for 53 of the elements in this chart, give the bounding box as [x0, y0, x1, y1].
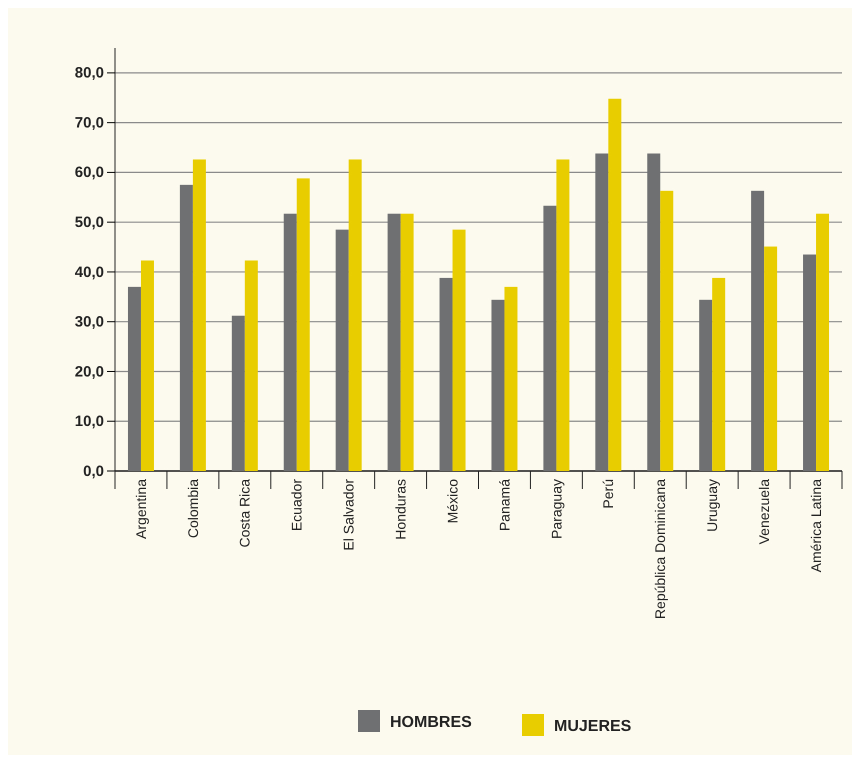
bar: [348, 159, 362, 471]
x-tick-label: Colombia: [184, 478, 201, 538]
bar: [764, 246, 778, 471]
bar: [180, 184, 193, 471]
x-tick-label: América Latina: [808, 478, 824, 572]
bar: [388, 214, 401, 471]
bar: [440, 278, 453, 471]
bar: [608, 98, 622, 471]
bar: [232, 316, 245, 471]
x-tick-label: Ecuador: [288, 478, 305, 532]
bar: [504, 286, 518, 471]
x-tick-label: Uruguay: [704, 479, 720, 532]
bar: [284, 214, 297, 471]
x-tick-label: Honduras: [392, 479, 409, 540]
y-tick-label: 70,0: [74, 114, 104, 132]
legend-label: MUJERES: [554, 718, 632, 735]
bar: [336, 230, 349, 471]
bar: [556, 159, 570, 471]
y-tick-label: 10,0: [74, 413, 104, 430]
x-tick-label: Panamá: [496, 478, 512, 532]
y-tick-label: 20,0: [74, 363, 104, 380]
bar: [647, 154, 660, 471]
bar: [543, 206, 556, 471]
bar: [296, 178, 310, 471]
bar: [400, 214, 414, 471]
x-tick-label: República Dominicana: [652, 478, 668, 620]
y-tick-label: 30,0: [74, 314, 104, 331]
bar: [192, 159, 206, 471]
bar: [128, 286, 141, 471]
y-tick-label: 50,0: [74, 214, 104, 231]
bar: [595, 154, 608, 471]
legend-label: HOMBRES: [390, 714, 472, 731]
x-tick-label: México: [444, 478, 460, 524]
x-tick-label: Argentina: [132, 478, 149, 539]
bar: [140, 260, 154, 471]
bar: [816, 214, 830, 471]
x-tick-label: Venezuela: [756, 478, 772, 544]
bar: [803, 254, 816, 471]
y-tick-label: 0,0: [83, 462, 104, 480]
y-tick-label: 40,0: [74, 264, 104, 281]
x-tick-label: Costa Rica: [236, 478, 253, 548]
bar: [712, 278, 726, 471]
bar: [699, 300, 712, 471]
x-tick-label: Perú: [600, 479, 616, 509]
bar: [244, 260, 258, 471]
bar: [491, 300, 504, 471]
y-tick-label: 60,0: [74, 164, 104, 182]
bar: [452, 230, 466, 471]
bar: [751, 190, 764, 471]
bar: [660, 190, 674, 471]
x-tick-label: El Salvador: [340, 478, 357, 551]
x-tick-label: Paraguay: [548, 479, 564, 539]
y-tick-label: 80,0: [74, 64, 104, 82]
